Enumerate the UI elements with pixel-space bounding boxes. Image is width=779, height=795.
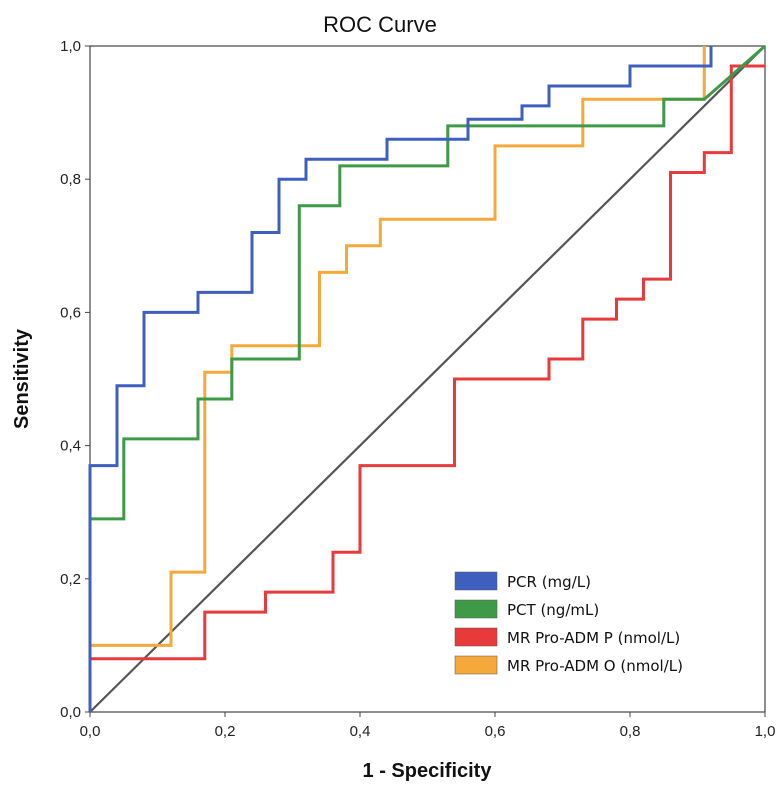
y-tick-label: 0,2 [60, 571, 81, 588]
y-axis: 0,0 0,2 0,4 0,6 0,8 1,0 [60, 38, 90, 721]
y-axis-label: Sensitivity [11, 328, 33, 429]
legend-swatch-3 [454, 655, 498, 675]
x-axis-label: 1 - Specificity [363, 760, 493, 782]
x-axis: 0,0 0,2 0,4 0,6 0,8 1,0 [80, 712, 776, 740]
y-tick-label: 0,6 [60, 304, 81, 321]
series-line-3 [88, 46, 706, 712]
legend-swatch-0 [454, 571, 498, 591]
y-tick-label: 0,4 [60, 438, 81, 455]
x-tick-label: 1,0 [755, 723, 776, 740]
series-line-2 [88, 64, 765, 712]
legend-swatch-2 [454, 627, 498, 647]
y-tick-label: 0,8 [60, 171, 81, 188]
x-tick-label: 0,2 [215, 723, 236, 740]
series-line-0 [88, 46, 713, 712]
legend-label-2: MR Pro-ADM P (nmol/L) [507, 629, 680, 647]
series-layer [88, 44, 766, 713]
x-tick-label: 0,8 [620, 723, 641, 740]
legend-swatch-1 [454, 599, 498, 619]
legend: PCR (mg/L) PCT (ng/mL) MR Pro-ADM P (nmol/… [454, 571, 683, 675]
legend-label-0: PCR (mg/L) [507, 573, 591, 591]
x-tick-label: 0,6 [485, 723, 506, 740]
x-tick-label: 0,0 [80, 723, 101, 740]
y-tick-label: 1,0 [60, 38, 81, 55]
reference-diagonal-line [89, 45, 766, 713]
legend-label-3: MR Pro-ADM O (nmol/L) [507, 657, 683, 675]
chart-title: ROC Curve [323, 12, 437, 37]
x-tick-label: 0,4 [350, 723, 371, 740]
series-line-1 [88, 44, 766, 712]
y-tick-label: 0,0 [60, 704, 81, 721]
legend-label-1: PCT (ng/mL) [507, 601, 599, 619]
